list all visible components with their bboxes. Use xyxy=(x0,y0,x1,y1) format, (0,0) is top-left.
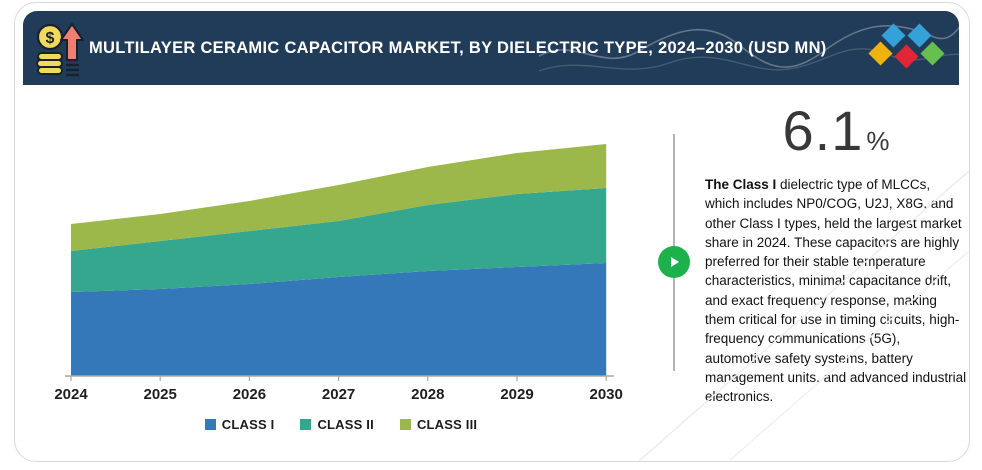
legend-item-class-1: CLASS I xyxy=(204,417,275,432)
area-series-class-iii xyxy=(71,144,607,251)
play-icon xyxy=(671,257,679,267)
header: $ MULTILAYER CERAMIC CAPACITOR MARKET, B… xyxy=(23,11,959,85)
insight-text-rest: dielectric type of MLCCs, which includes… xyxy=(705,177,967,405)
chart-title: MULTILAYER CERAMIC CAPACITOR MARKET, BY … xyxy=(89,38,827,57)
area-series-class-i xyxy=(71,263,607,376)
legend-label-class-1: CLASS I xyxy=(221,417,275,432)
money-growth-icon: $ xyxy=(36,23,84,77)
insight-text: The Class I dielectric type of MLCCs, wh… xyxy=(705,175,967,407)
area-series-class-ii xyxy=(71,188,607,292)
stacked-area-chart: 2024 2025 2026 2027 2028 2029 2030 xyxy=(54,144,623,403)
x-tick-label-2030: 2030 xyxy=(590,386,623,403)
legend-item-class-2: CLASS II xyxy=(300,417,374,432)
x-tick-label-2025: 2025 xyxy=(144,386,177,403)
legend-swatch-class-2 xyxy=(300,419,312,430)
chart-legend: CLASS I CLASS II CLASS III xyxy=(41,417,641,432)
diamond-logo xyxy=(868,23,945,69)
legend-item-class-3: CLASS III xyxy=(399,417,478,432)
legend-label-class-2: CLASS II xyxy=(317,417,374,432)
x-tick-label-2028: 2028 xyxy=(411,386,444,403)
play-button[interactable] xyxy=(658,246,690,278)
legend-swatch-class-3 xyxy=(399,419,411,430)
cagr-value: 6.1% xyxy=(705,103,967,159)
legend-swatch-class-1 xyxy=(204,419,216,430)
insight-text-bold: The Class I xyxy=(705,177,777,192)
x-tick-label-2024: 2024 xyxy=(54,386,88,403)
info-panel: 6.1% The Class I dielectric type of MLCC… xyxy=(705,103,967,407)
percent-sign: % xyxy=(866,126,890,156)
svg-text:$: $ xyxy=(46,30,55,47)
legend-label-class-3: CLASS III xyxy=(416,417,478,432)
cagr-number: 6.1 xyxy=(782,99,864,162)
infographic-card: $ MULTILAYER CERAMIC CAPACITOR MARKET, B… xyxy=(14,2,970,462)
x-tick-label-2026: 2026 xyxy=(233,386,266,403)
x-tick-label-2027: 2027 xyxy=(322,386,355,403)
x-tick-label-2029: 2029 xyxy=(500,386,533,403)
